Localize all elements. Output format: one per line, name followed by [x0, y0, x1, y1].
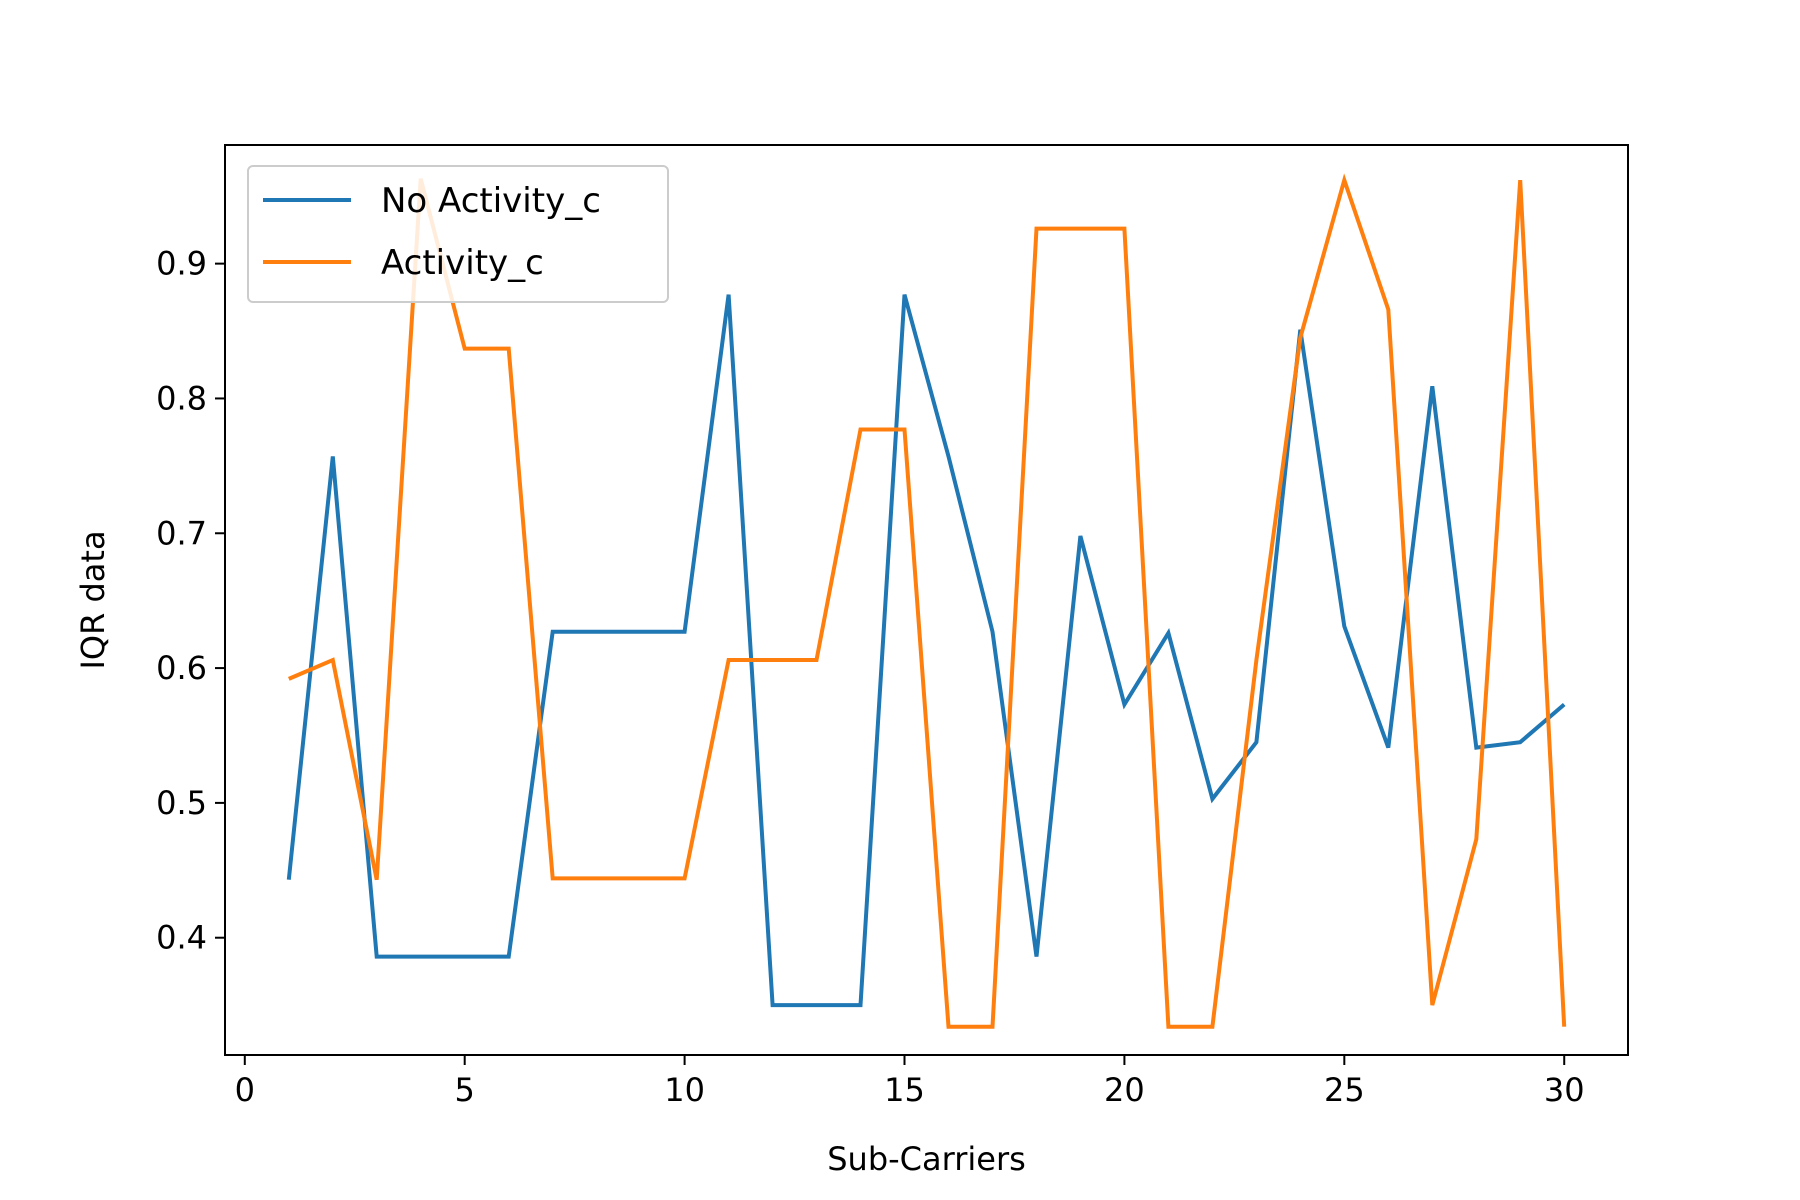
plot-lines	[286, 173, 1567, 1029]
legend-box	[247, 165, 669, 303]
x-axis: 0 5 10 15 20 25 30	[235, 1055, 1585, 1109]
x-tick-label: 10	[664, 1071, 705, 1109]
x-tick-label: 15	[884, 1071, 925, 1109]
legend: No Activity_c Activity_c	[247, 165, 669, 303]
series-line-activity	[288, 173, 1567, 1029]
y-tick-label: 0.8	[156, 379, 207, 417]
x-tick-label: 20	[1104, 1071, 1145, 1109]
y-axis-title: IQR data	[74, 530, 112, 669]
x-tick-label: 0	[235, 1071, 255, 1109]
y-tick-label: 0.4	[156, 919, 207, 957]
y-axis: 0.4 0.5 0.6 0.7 0.8 0.9	[156, 245, 225, 957]
x-tick-label: 25	[1324, 1071, 1365, 1109]
legend-label-no-activity: No Activity_c	[381, 181, 601, 221]
y-tick-label: 0.9	[156, 245, 207, 283]
legend-label-activity: Activity_c	[381, 243, 544, 283]
x-axis-title: Sub-Carriers	[827, 1140, 1026, 1178]
y-tick-label: 0.7	[156, 514, 207, 552]
x-tick-label: 30	[1544, 1071, 1585, 1109]
y-tick-label: 0.6	[156, 649, 207, 687]
x-tick-label: 5	[455, 1071, 475, 1109]
series-line-no-activity	[286, 294, 1566, 1008]
y-tick-label: 0.5	[156, 784, 207, 822]
plot-frame	[224, 144, 1629, 1056]
